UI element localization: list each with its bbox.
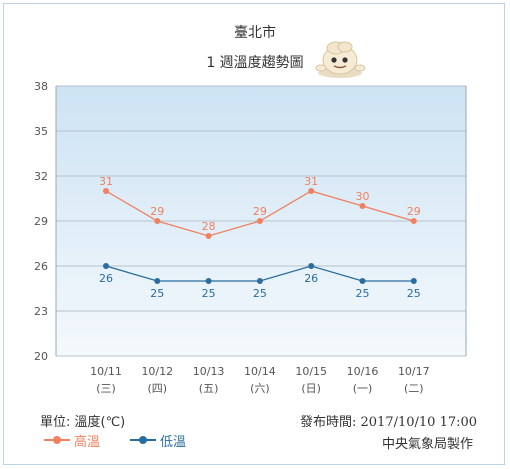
data-label-low-1: 25	[150, 287, 164, 300]
chart-subtitle: 1 週溫度趨勢圖	[206, 55, 304, 71]
data-label-low-6: 25	[407, 287, 421, 300]
legend-item-high[interactable]: 高溫	[44, 431, 101, 450]
data-label-low-0: 26	[99, 272, 113, 285]
data-point-high-5	[359, 203, 366, 209]
legend-high-swatch	[44, 435, 70, 445]
data-label-high-3: 29	[253, 205, 267, 218]
data-label-high-0: 31	[99, 175, 113, 188]
x-tick-label-1: 10/12	[141, 365, 173, 378]
y-tick-label-35: 35	[34, 125, 48, 138]
y-tick-label-32: 32	[34, 170, 48, 183]
y-tick-label-23: 23	[34, 305, 48, 318]
data-point-low-5	[359, 278, 366, 284]
data-point-low-6	[410, 278, 417, 284]
data-point-high-2	[205, 233, 212, 239]
x-tick-label-0: 10/11	[90, 365, 122, 378]
data-point-high-3	[256, 218, 263, 224]
x-weekday-label-3: (六)	[250, 382, 270, 395]
data-label-high-2: 28	[202, 220, 216, 233]
data-label-high-1: 29	[150, 205, 164, 218]
published-time: 發布時間: 2017/10/10 17:00	[300, 415, 478, 430]
data-point-high-0	[103, 188, 109, 194]
x-tick-label-5: 10/16	[347, 365, 379, 378]
data-point-low-1	[154, 278, 161, 284]
legend-low-swatch	[130, 435, 156, 445]
data-point-low-0	[103, 263, 109, 269]
x-tick-label-2: 10/13	[193, 365, 225, 378]
x-weekday-label-6: (二)	[404, 382, 424, 395]
legend-low-label: 低溫	[160, 434, 187, 450]
y-tick-label-26: 26	[34, 260, 48, 273]
data-label-high-5: 30	[356, 190, 370, 203]
y-tick-label-20: 20	[34, 350, 48, 363]
legend-high-label: 高溫	[74, 434, 101, 450]
y-tick-label-38: 38	[34, 80, 48, 93]
data-point-low-3	[256, 278, 263, 284]
data-label-high-6: 29	[407, 205, 421, 218]
data-label-low-2: 25	[202, 287, 216, 300]
data-point-high-1	[154, 218, 161, 224]
x-weekday-label-2: (五)	[199, 382, 219, 395]
unit-label: 單位: 溫度(℃)	[40, 415, 126, 430]
x-weekday-label-1: (四)	[148, 382, 168, 395]
data-label-low-3: 25	[253, 287, 267, 300]
x-weekday-label-5: (一)	[353, 382, 373, 395]
chart-title: 臺北市	[234, 25, 276, 41]
x-tick-label-4: 10/15	[295, 365, 327, 378]
credit-text: 中央氣象局製作	[382, 437, 474, 452]
data-point-low-4	[308, 263, 315, 269]
y-tick-label-29: 29	[34, 215, 48, 228]
x-weekday-label-0: (三)	[96, 382, 116, 395]
data-label-high-4: 31	[304, 175, 318, 188]
legend-item-low[interactable]: 低溫	[130, 431, 187, 450]
x-tick-label-6: 10/17	[398, 365, 430, 378]
data-point-high-6	[410, 218, 417, 224]
data-point-low-2	[205, 278, 212, 284]
mascot-icon	[315, 41, 366, 78]
x-tick-label-3: 10/14	[244, 365, 276, 378]
data-label-low-4: 26	[304, 272, 318, 285]
x-weekday-label-4: (日)	[301, 382, 321, 395]
data-point-high-4	[308, 188, 315, 194]
data-label-low-5: 25	[356, 287, 370, 300]
